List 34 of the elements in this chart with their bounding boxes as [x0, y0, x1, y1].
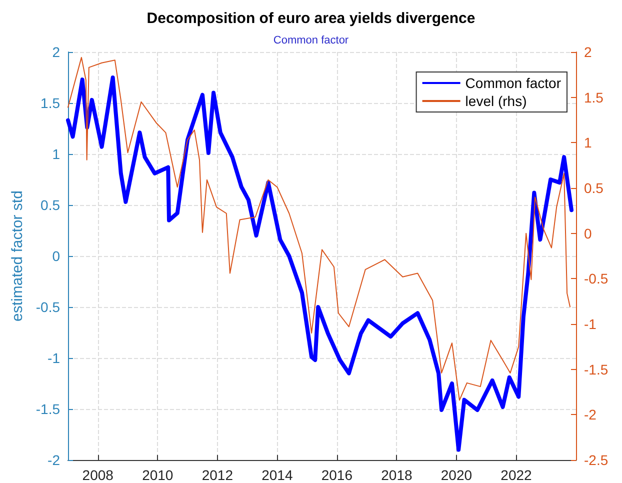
line-series	[66, 76, 574, 452]
x-tick-label: 2008	[82, 467, 114, 483]
x-tick-label: 2010	[142, 467, 174, 483]
legend-label: level (rhs)	[465, 93, 527, 109]
y-tick-label: -1	[48, 350, 60, 366]
chart-title: Decomposition of euro area yields divergence	[146, 10, 476, 27]
x-tick-label: 2012	[202, 467, 234, 483]
y2-tick-label: -0.5	[584, 270, 608, 287]
x-tick-label: 2016	[321, 467, 353, 483]
y2-tick-label: -1.5	[584, 361, 608, 378]
chart-subtitle: Common factor	[273, 34, 349, 46]
y-tick-label: 2	[52, 44, 60, 60]
x-tick-label: 2020	[440, 467, 472, 483]
y-tick-label: -0.5	[36, 299, 60, 315]
y2-tick-label: 0.5	[584, 180, 604, 196]
x-tick-label: 2022	[500, 467, 532, 483]
legend-label: Common factor	[465, 75, 562, 91]
y2-tick-label: 1.5	[584, 89, 604, 106]
line-series	[68, 56, 571, 401]
y-axis-title: estimated factor std	[8, 190, 26, 322]
x-tick-label: 2018	[381, 467, 412, 483]
y2-tick-label: -2	[584, 406, 597, 423]
y-tick-label: -1.5	[36, 401, 60, 417]
y-tick-label: 0.5	[40, 197, 60, 213]
y-tick-label: 0	[52, 248, 60, 264]
y2-tick-label: -2.5	[584, 452, 608, 468]
x-tick-label: 2014	[262, 467, 293, 483]
y2-tick-label: 1	[584, 134, 592, 151]
y-tick-label: 1.5	[40, 95, 60, 111]
y2-tick-label: 0	[584, 225, 592, 242]
y2-tick-label: -1	[584, 316, 597, 332]
y-tick-label: 1	[52, 146, 60, 162]
y2-tick-label: 2	[584, 44, 592, 60]
y-tick-label: -2	[48, 452, 60, 468]
